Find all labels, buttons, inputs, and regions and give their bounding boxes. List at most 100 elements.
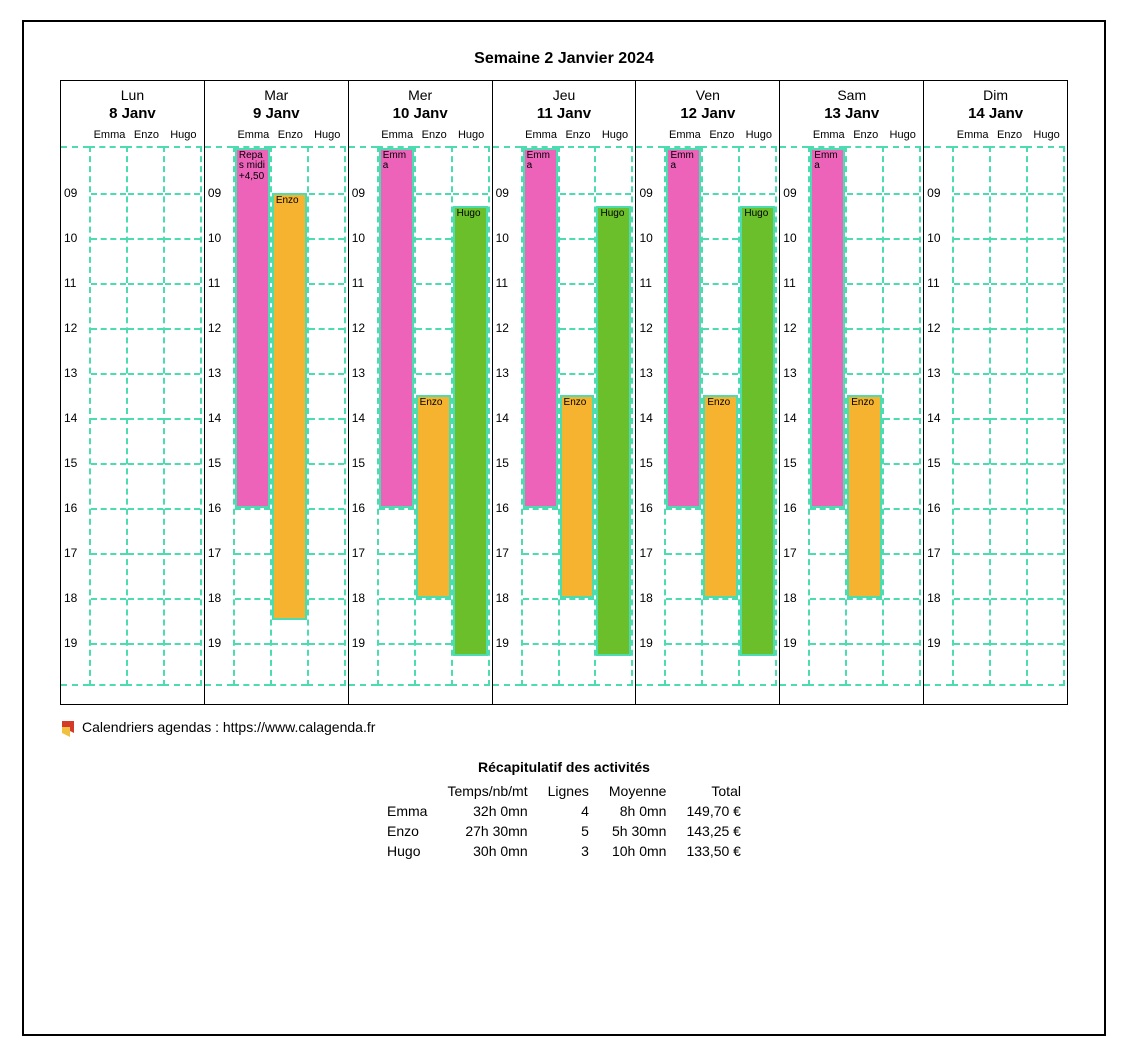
hour-label: 10	[495, 231, 510, 245]
hour-gridline	[128, 373, 163, 375]
hour-label: 11	[207, 276, 221, 290]
hour-gridline	[596, 193, 631, 195]
hour-gridline	[954, 508, 989, 510]
people-row: EmmaEnzoHugo	[349, 130, 492, 146]
hour-gridline	[309, 553, 344, 555]
hour-label: 16	[782, 501, 797, 515]
day-column: Jeu11 JanvEmmaEnzoHugo091011121314151617…	[492, 81, 636, 704]
hour-label: 15	[207, 456, 222, 470]
calendar-event[interactable]: Hugo	[453, 206, 488, 656]
hour-gridline	[954, 193, 989, 195]
hour-gridline	[666, 508, 701, 510]
hour-gridline	[991, 373, 1026, 375]
slot-column	[952, 146, 989, 686]
calendar-event[interactable]: Enzo	[272, 193, 307, 621]
calendar-event[interactable]: Enzo	[416, 395, 451, 598]
hour-gridline	[810, 508, 845, 510]
hour-label: 13	[63, 366, 78, 380]
hour-label: 18	[495, 591, 510, 605]
hour-gridline	[847, 328, 882, 330]
day-column: Ven12 JanvEmmaEnzoHugo091011121314151617…	[635, 81, 779, 704]
hour-gridline	[523, 508, 558, 510]
person-label: Enzo	[560, 130, 597, 142]
hour-gridline	[165, 553, 200, 555]
hour-gridline	[703, 193, 738, 195]
hour-label-column: 0910111213141516171819	[924, 146, 952, 686]
hour-gridline	[309, 283, 344, 285]
hour-label: 13	[926, 366, 941, 380]
hour-gridline	[703, 373, 738, 375]
hour-label: 14	[495, 411, 510, 425]
calendar-event[interactable]: Hugo	[596, 206, 631, 656]
calendar-event[interactable]: Emma	[523, 148, 558, 508]
hour-gridline	[128, 328, 163, 330]
slot-columns: EmmaEnzoHugo	[664, 146, 777, 686]
recap-cell: 143,25 €	[676, 821, 751, 841]
hour-gridline	[884, 418, 919, 420]
hour-gridline	[416, 283, 451, 285]
day-column: Lun8 JanvEmmaEnzoHugo0910111213141516171…	[60, 81, 204, 704]
hour-label: 11	[63, 276, 77, 290]
hour-label: 16	[63, 501, 78, 515]
calendar-event[interactable]: Enzo	[847, 395, 882, 598]
calendar-event[interactable]: Repas midi +4,50	[235, 148, 270, 508]
slot-column: Enzo	[414, 146, 451, 686]
slot-column	[126, 146, 163, 686]
hour-label: 09	[207, 186, 222, 200]
hour-gridline	[91, 193, 126, 195]
hour-label: 13	[495, 366, 510, 380]
hour-gridline	[309, 328, 344, 330]
hour-label: 15	[351, 456, 366, 470]
hour-label: 15	[782, 456, 797, 470]
hour-gridline	[309, 598, 344, 600]
hour-gridline	[309, 463, 344, 465]
recap-cell: 5	[538, 821, 599, 841]
hour-gridline	[703, 283, 738, 285]
hour-gridline	[1028, 373, 1063, 375]
hour-label: 09	[495, 186, 510, 200]
person-label: Hugo	[309, 130, 346, 142]
slot-column: Emma	[664, 146, 701, 686]
hour-gridline	[810, 598, 845, 600]
hour-label: 12	[782, 321, 797, 335]
hour-label: 12	[63, 321, 78, 335]
hour-gridline	[991, 283, 1026, 285]
hour-label: 13	[782, 366, 797, 380]
recap-column-header: Total	[676, 781, 751, 801]
hour-gridline	[1028, 418, 1063, 420]
hour-gridline	[954, 283, 989, 285]
hour-gridline	[128, 463, 163, 465]
calendar-event[interactable]: Enzo	[703, 395, 738, 598]
footer-text: Calendriers agendas : https://www.calage…	[82, 719, 375, 735]
people-row: EmmaEnzoHugo	[493, 130, 636, 146]
day-header: Jeu11 Janv	[493, 81, 636, 124]
day-name: Dim	[924, 87, 1067, 103]
hour-label: 11	[495, 276, 509, 290]
hour-gridline	[128, 553, 163, 555]
calendar-event[interactable]: Emma	[666, 148, 701, 508]
hour-label: 10	[926, 231, 941, 245]
recap-cell: 3	[538, 841, 599, 861]
hour-label: 09	[926, 186, 941, 200]
hour-label: 18	[207, 591, 222, 605]
hour-label: 14	[63, 411, 78, 425]
person-label: Enzo	[416, 130, 453, 142]
grid-area: 0910111213141516171819EmmaEnzoHugo	[493, 146, 636, 686]
calendar-event[interactable]: Enzo	[560, 395, 595, 598]
day-column: Dim14 JanvEmmaEnzoHugo091011121314151617…	[923, 81, 1068, 704]
hour-gridline	[884, 283, 919, 285]
hour-gridline	[847, 193, 882, 195]
calendar-event[interactable]: Emma	[810, 148, 845, 508]
hour-gridline	[128, 643, 163, 645]
hour-gridline	[309, 193, 344, 195]
hour-gridline	[1028, 328, 1063, 330]
day-date: 9 Janv	[205, 105, 348, 122]
day-column: Mer10 JanvEmmaEnzoHugo091011121314151617…	[348, 81, 492, 704]
calendar-event[interactable]: Emma	[379, 148, 414, 508]
person-label: Emma	[666, 130, 703, 142]
day-name: Lun	[61, 87, 204, 103]
calendar-event[interactable]: Hugo	[740, 206, 775, 656]
hour-gridline	[416, 643, 451, 645]
slot-column	[307, 146, 346, 686]
hour-gridline	[453, 193, 488, 195]
